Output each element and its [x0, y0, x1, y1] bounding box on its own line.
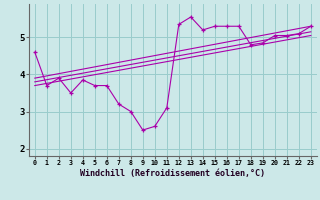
X-axis label: Windchill (Refroidissement éolien,°C): Windchill (Refroidissement éolien,°C) [80, 169, 265, 178]
